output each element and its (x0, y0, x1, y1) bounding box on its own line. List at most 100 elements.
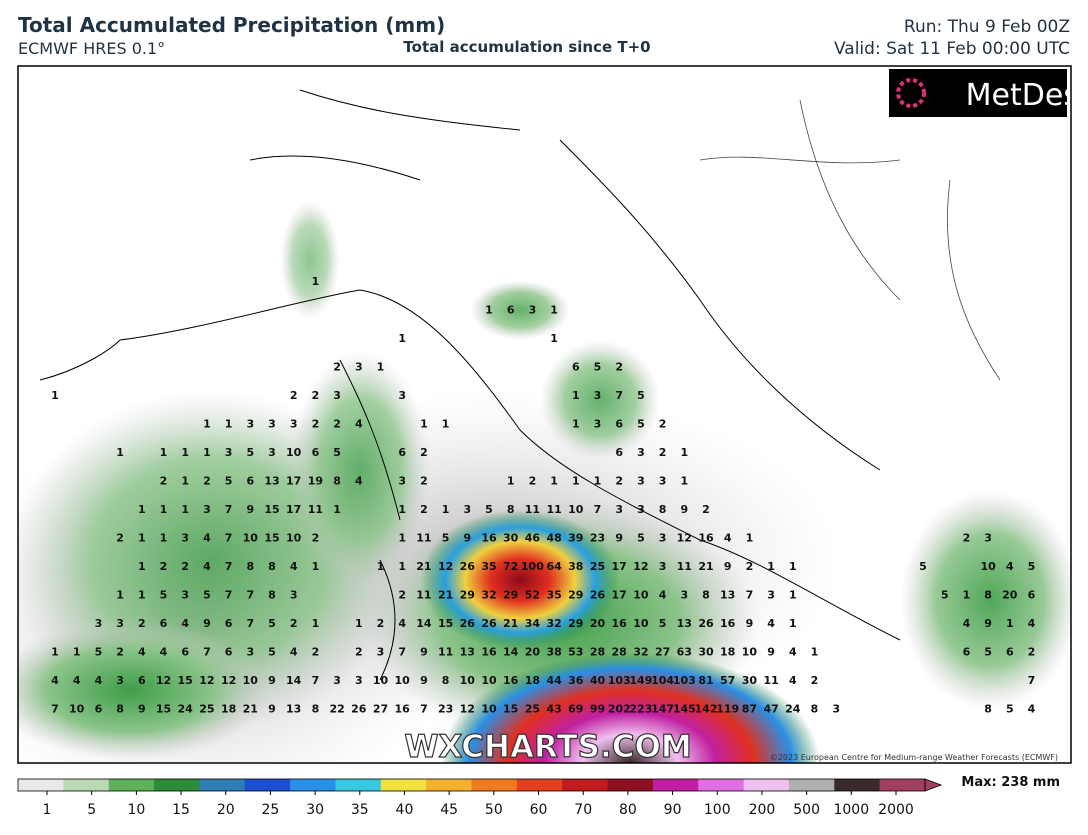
grid-value: 2 (420, 446, 428, 459)
grid-value: 10 (395, 674, 411, 687)
grid-value: 12 (199, 674, 214, 687)
grid-value: 21 (416, 560, 431, 573)
grid-value: 1 (116, 446, 124, 459)
precip-field (18, 620, 270, 760)
grid-value: 24 (178, 703, 194, 716)
grid-value: 6 (507, 304, 515, 317)
grid-value: 4 (355, 418, 363, 431)
grid-value: 34 (525, 617, 541, 630)
grid-value: 16 (720, 617, 736, 630)
colorbar-tick-label: 60 (530, 802, 548, 818)
colorbar-tick-label: 45 (440, 802, 458, 818)
grid-value: 9 (420, 674, 428, 687)
grid-value: 32 (481, 589, 496, 602)
grid-value: 25 (525, 703, 540, 716)
grid-value: 8 (312, 703, 320, 716)
grid-value: 10 (243, 674, 259, 687)
grid-value: 5 (268, 646, 276, 659)
grid-value: 10 (568, 503, 584, 516)
grid-value: 202 (608, 703, 631, 716)
grid-value: 1 (963, 589, 971, 602)
grid-value: 3 (268, 446, 276, 459)
grid-value: 9 (615, 532, 623, 545)
grid-value: 22 (329, 703, 344, 716)
grid-value: 3 (246, 646, 254, 659)
grid-value: 5 (160, 589, 168, 602)
grid-value: 2 (420, 475, 428, 488)
grid-value: 4 (181, 617, 189, 630)
grid-value: 6 (1006, 646, 1014, 659)
grid-value: 7 (615, 389, 623, 402)
colorbar: 1 5 10 15 20 25 30 35 40 45 50 60 70 80 90 100 200 500 100… (17, 778, 943, 818)
grid-value: 2 (811, 674, 819, 687)
grid-value: 7 (225, 589, 233, 602)
grid-value: 13 (286, 703, 301, 716)
grid-value: 23 (438, 703, 453, 716)
grid-value: 20 (525, 646, 541, 659)
grid-value: 6 (312, 446, 320, 459)
grid-value: 14 (503, 646, 519, 659)
grid-value: 7 (1028, 674, 1036, 687)
grid-value: 142 (695, 703, 718, 716)
grid-value: 6 (615, 418, 623, 431)
grid-value: 2 (659, 446, 667, 459)
grid-value: 119 (716, 703, 739, 716)
grid-value: 5 (941, 589, 949, 602)
grid-value: 1 (160, 503, 168, 516)
grid-value: 7 (594, 503, 602, 516)
grid-value: 104 (651, 674, 674, 687)
grid-value: 20 (1002, 589, 1018, 602)
grid-value: 7 (51, 703, 59, 716)
precip-field (420, 510, 620, 650)
grid-value: 10 (481, 674, 497, 687)
grid-value: 26 (590, 589, 606, 602)
grid-value: 3 (290, 418, 298, 431)
map-frame (17, 65, 1072, 764)
grid-value: 1 (789, 589, 797, 602)
colorbar-tick-label: 20 (217, 802, 235, 818)
grid-value: 30 (698, 646, 714, 659)
colorbar-segment (290, 779, 336, 791)
grid-value: 63 (677, 646, 692, 659)
grid-value: 18 (720, 646, 735, 659)
grid-value: 81 (698, 674, 713, 687)
grid-value: 2 (160, 475, 168, 488)
grid-value: 100 (521, 560, 544, 573)
grid-value: 1 (312, 275, 320, 288)
colorbar-tick-label: 10 (127, 802, 145, 818)
grid-value: 8 (702, 589, 710, 602)
grid-value: 12 (221, 674, 236, 687)
grid-value: 6 (95, 703, 103, 716)
grid-value: 57 (720, 674, 735, 687)
grid-value: 5 (1006, 703, 1014, 716)
grid-value: 17 (286, 475, 301, 488)
grid-value: 30 (742, 674, 758, 687)
grid-value: 2 (312, 646, 320, 659)
grid-value: 5 (1028, 560, 1036, 573)
grid-value: 9 (463, 532, 471, 545)
grid-value: 4 (203, 532, 211, 545)
grid-value: 1 (442, 503, 450, 516)
colorbar-segment (471, 779, 518, 791)
grid-value: 13 (677, 617, 692, 630)
grid-value: 3 (398, 475, 406, 488)
grid-value: 13 (264, 475, 279, 488)
colorbar-tick-label: 40 (396, 802, 414, 818)
grid-value: 14 (286, 674, 302, 687)
grid-value: 6 (225, 646, 233, 659)
grid-value: 3 (659, 560, 667, 573)
grid-value: 8 (246, 560, 254, 573)
grid-value: 1 (442, 418, 450, 431)
grid-value: 5 (203, 589, 211, 602)
grid-value: 9 (246, 503, 254, 516)
grid-value: 1 (138, 503, 146, 516)
grid-value: 8 (333, 475, 341, 488)
colorbar-tick-label: 35 (351, 802, 369, 818)
grid-value: 21 (698, 560, 713, 573)
grid-value: 10 (980, 560, 996, 573)
grid-value: 3 (377, 646, 385, 659)
grid-value: 2 (377, 617, 385, 630)
grid-value: 11 (525, 503, 540, 516)
grid-value: 5 (659, 617, 667, 630)
grid-value: 35 (481, 560, 496, 573)
